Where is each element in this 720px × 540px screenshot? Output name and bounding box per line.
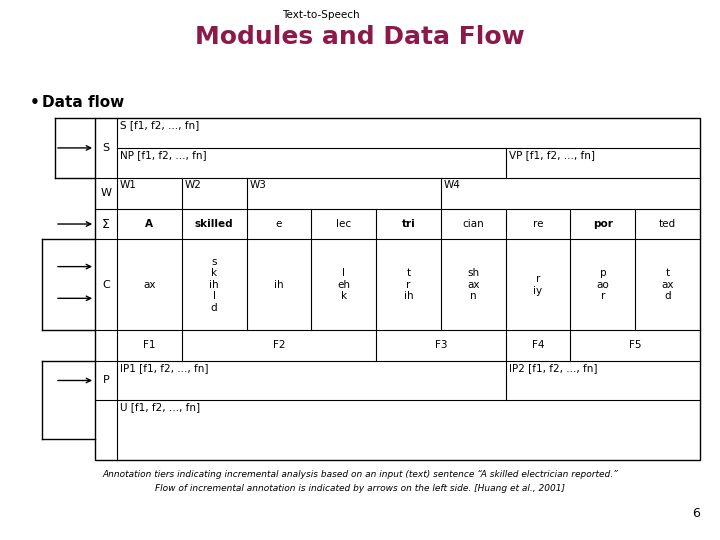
Text: 6: 6 — [692, 507, 700, 520]
Text: skilled: skilled — [195, 219, 233, 229]
Text: W4: W4 — [444, 180, 461, 190]
Text: t
ax
d: t ax d — [662, 268, 674, 301]
Text: Text-to-Speech: Text-to-Speech — [282, 10, 360, 20]
Text: NP [f1, f2, ..., fn]: NP [f1, f2, ..., fn] — [120, 150, 207, 160]
Text: U [f1, f2, ..., fn]: U [f1, f2, ..., fn] — [120, 402, 200, 412]
Bar — [95, 118, 700, 460]
Text: •: • — [30, 95, 40, 110]
Text: ax: ax — [143, 280, 156, 290]
Text: Annotation tiers indicating incremental analysis based on an input (text) senten: Annotation tiers indicating incremental … — [102, 470, 618, 479]
Text: IP1 [f1, f2, ..., fn]: IP1 [f1, f2, ..., fn] — [120, 363, 209, 373]
Text: W: W — [101, 188, 112, 198]
Text: Σ: Σ — [102, 218, 110, 231]
Text: F2: F2 — [273, 340, 285, 350]
Text: C: C — [102, 280, 110, 290]
Text: cian: cian — [462, 219, 484, 229]
Text: ih: ih — [274, 280, 284, 290]
Text: Data flow: Data flow — [42, 95, 125, 110]
Text: P: P — [103, 375, 109, 386]
Text: A: A — [145, 219, 153, 229]
Text: lec: lec — [336, 219, 351, 229]
Text: S [f1, f2, ..., fn]: S [f1, f2, ..., fn] — [120, 120, 199, 130]
Text: r
iy: r iy — [534, 274, 543, 295]
Text: l
eh
k: l eh k — [337, 268, 350, 301]
Text: W2: W2 — [185, 180, 202, 190]
Text: ted: ted — [659, 219, 676, 229]
Text: F3: F3 — [435, 340, 447, 350]
Text: tri: tri — [402, 219, 415, 229]
Text: F1: F1 — [143, 340, 156, 350]
Text: W3: W3 — [250, 180, 266, 190]
Text: s
k
ih
l
d: s k ih l d — [210, 256, 219, 313]
Text: re: re — [533, 219, 544, 229]
Text: e: e — [276, 219, 282, 229]
Text: por: por — [593, 219, 613, 229]
Text: Flow of incremental annotation is indicated by arrows on the left side. [Huang e: Flow of incremental annotation is indica… — [155, 484, 565, 493]
Text: p
ao
r: p ao r — [596, 268, 609, 301]
Text: sh
ax
n: sh ax n — [467, 268, 480, 301]
Text: W1: W1 — [120, 180, 137, 190]
Text: VP [f1, f2, ..., fn]: VP [f1, f2, ..., fn] — [508, 150, 595, 160]
Text: t
r
ih: t r ih — [404, 268, 413, 301]
Text: IP2 [f1, f2, ..., fn]: IP2 [f1, f2, ..., fn] — [508, 363, 597, 373]
Text: S: S — [102, 143, 109, 153]
Text: F4: F4 — [532, 340, 544, 350]
Text: F5: F5 — [629, 340, 642, 350]
Text: Modules and Data Flow: Modules and Data Flow — [195, 25, 525, 49]
